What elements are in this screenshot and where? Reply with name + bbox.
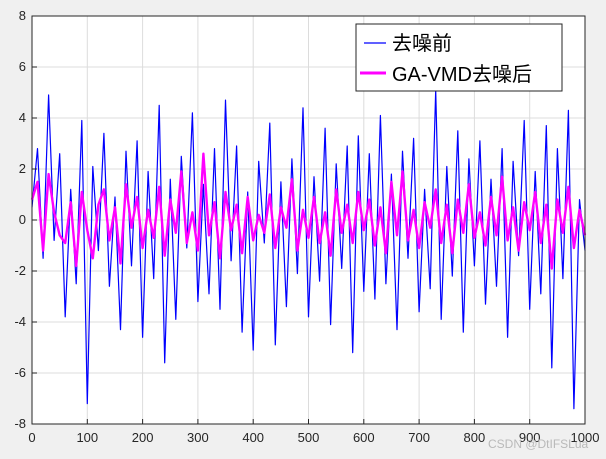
x-tick-label: 1000 xyxy=(571,430,600,445)
y-tick-label: 0 xyxy=(19,212,26,227)
legend-label-1: GA-VMD去噪后 xyxy=(392,63,532,86)
x-tick-label: 700 xyxy=(408,430,430,445)
x-tick-label: 200 xyxy=(132,430,154,445)
y-tick-label: 4 xyxy=(19,110,26,125)
x-tick-label: 300 xyxy=(187,430,209,445)
y-tick-label: 2 xyxy=(19,161,26,176)
x-tick-label: 500 xyxy=(298,430,320,445)
x-tick-label: 400 xyxy=(242,430,264,445)
legend-label-0: 去噪前 xyxy=(392,32,452,55)
x-tick-label: 800 xyxy=(464,430,486,445)
series-layer xyxy=(30,89,587,410)
x-tick-label: 100 xyxy=(76,430,98,445)
x-tick-label: 900 xyxy=(519,430,541,445)
axis-ticks xyxy=(31,15,586,425)
y-tick-label: -2 xyxy=(14,263,26,278)
legend-box xyxy=(355,23,563,92)
x-tick-label: 0 xyxy=(28,430,35,445)
x-tick-label: 600 xyxy=(353,430,375,445)
y-tick-label: -6 xyxy=(14,365,26,380)
y-tick-labels: -8 -6 -4 -2 0 2 4 6 8 xyxy=(14,8,26,431)
y-tick-label: 8 xyxy=(19,8,26,23)
y-tick-label: -4 xyxy=(14,314,26,329)
series-line-1 xyxy=(30,152,587,270)
x-tick-labels: 0 100 200 300 400 500 600 700 800 900 1000 xyxy=(28,430,599,445)
watermark: CSDN @DtIFSLua xyxy=(488,437,589,451)
legend: 去噪前 GA-VMD去噪后 xyxy=(355,23,563,92)
y-tick-label: -8 xyxy=(14,416,26,431)
y-tick-label: 6 xyxy=(19,59,26,74)
